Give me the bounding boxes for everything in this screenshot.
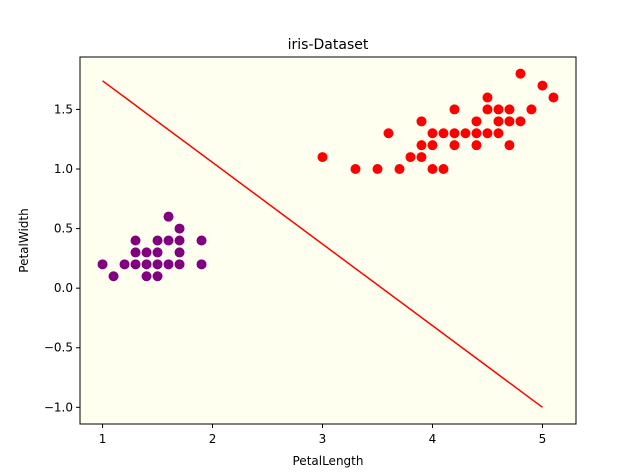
data-point [141,259,152,270]
data-point [163,211,174,222]
data-point [427,164,438,175]
data-point [108,271,119,282]
data-point [383,128,394,139]
data-point [141,271,152,282]
data-point [196,235,207,246]
y-tick-label: −0.5 [44,341,73,355]
data-point [504,104,515,115]
data-point [504,116,515,127]
plot-area [80,57,576,424]
data-point [416,116,427,127]
data-point [471,140,482,151]
x-tick-label: 3 [319,432,327,446]
data-point [130,259,141,270]
data-point [394,164,405,175]
data-point [141,247,152,258]
x-tick-label: 2 [209,432,217,446]
data-point [482,92,493,103]
x-axis: 1 2 3 4 5 [99,424,547,446]
x-tick-label: 1 [99,432,107,446]
x-axis-label: PetalLength [293,454,364,468]
x-tick-label: 4 [429,432,437,446]
data-point [174,247,185,258]
data-point [537,80,548,91]
data-point [449,140,460,151]
data-point [460,128,471,139]
data-point [405,152,416,163]
data-point [196,259,207,270]
data-point [163,259,174,270]
data-point [438,128,449,139]
data-point [119,259,130,270]
data-point [350,164,361,175]
chart-title: iris-Dataset [288,37,369,53]
data-point [493,128,504,139]
data-point [317,152,328,163]
data-point [526,104,537,115]
y-tick-label: −1.0 [44,400,73,414]
data-point [97,259,108,270]
data-point [174,259,185,270]
x-tick-label: 5 [539,432,547,446]
data-point [174,223,185,234]
data-point [163,235,174,246]
data-point [504,140,515,151]
data-point [427,128,438,139]
data-point [493,116,504,127]
plot-frame [79,56,577,425]
y-axis-label: PetalWidth [17,208,31,272]
data-layer [97,68,559,408]
y-axis: −1.0 −0.5 0.0 0.5 1.0 1.5 [44,102,80,414]
data-point [130,247,141,258]
data-point [427,140,438,151]
decision-line [102,80,543,408]
data-point [152,235,163,246]
data-point [416,152,427,163]
data-point [152,259,163,270]
data-point [471,128,482,139]
y-tick-label: 0.5 [54,222,73,236]
data-point [471,116,482,127]
data-point [416,140,427,151]
data-point [482,104,493,115]
data-point [152,271,163,282]
y-tick-label: 1.5 [54,102,73,116]
data-point [482,128,493,139]
data-point [130,235,141,246]
y-tick-label: 0.0 [54,281,73,295]
data-point [372,164,383,175]
data-point [515,116,526,127]
y-tick-label: 1.0 [54,162,73,176]
data-point [493,104,504,115]
data-point [548,92,559,103]
data-point [449,104,460,115]
data-point [152,247,163,258]
data-point [449,128,460,139]
data-point [515,68,526,79]
data-point [174,235,185,246]
data-point [438,164,449,175]
